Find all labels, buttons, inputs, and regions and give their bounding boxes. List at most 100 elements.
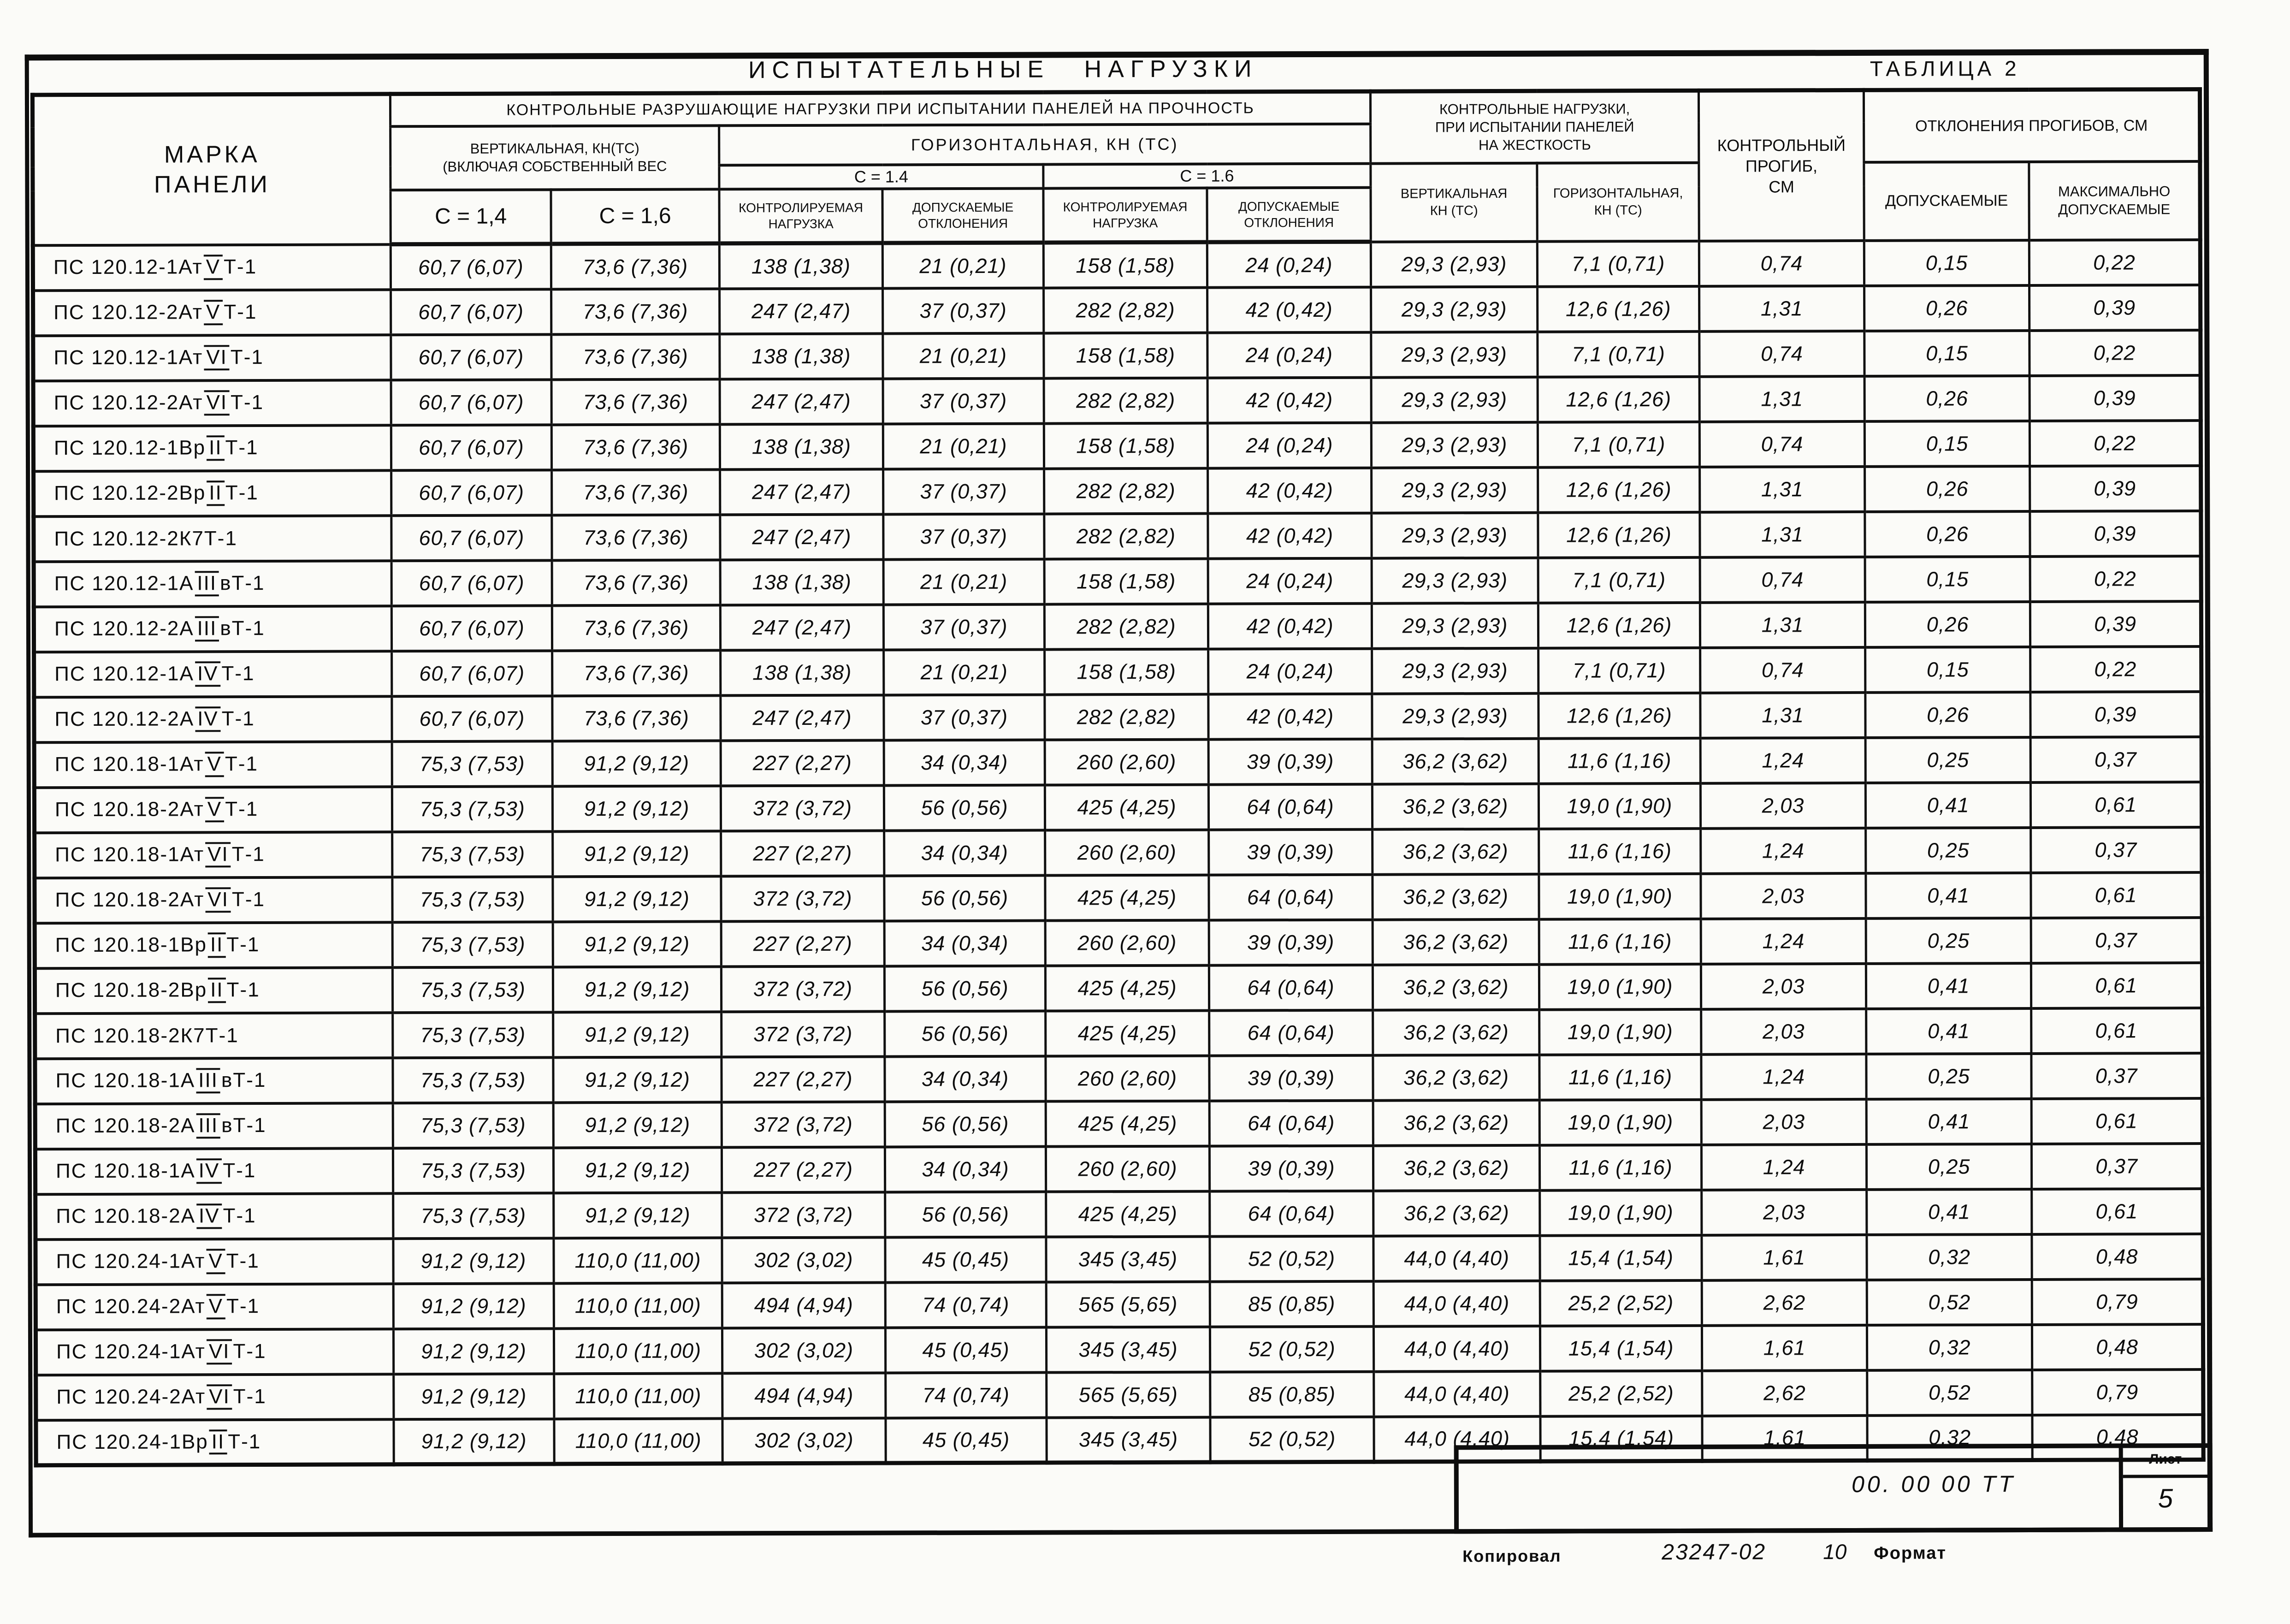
deviation-allowed-cell: 0,26 <box>1864 285 2030 331</box>
deviation-allowed-cell: 0,25 <box>1866 827 2031 873</box>
deviation-max-cell: 0,39 <box>2030 601 2201 647</box>
horizontal-c16-deviation-cell: 42 (0,42) <box>1208 603 1372 649</box>
control-deflection-cell: 0,74 <box>1700 647 1865 693</box>
column-group-deviations: ОТКЛОНЕНИЯ ПРОГИБОВ, СМ <box>1864 89 2200 162</box>
horizontal-c16-deviation-cell: 42 (0,42) <box>1208 513 1372 558</box>
deviation-max-cell: 0,37 <box>2030 736 2201 782</box>
deviation-max-cell: 0,61 <box>2031 962 2202 1008</box>
control-deflection-cell: 2,03 <box>1701 963 1866 1009</box>
deviation-max-cell: 0,22 <box>2029 240 2200 285</box>
stiffness-vertical-cell: 36,2 (3,62) <box>1373 874 1539 919</box>
panel-mark-suffix: Т-1 <box>225 753 258 775</box>
horizontal-c14-load-cell: 227 (2,27) <box>721 921 884 966</box>
vertical-c16-cell: 110,0 (11,00) <box>554 1418 722 1464</box>
stiffness-vertical-cell: 44,0 (4,40) <box>1373 1280 1540 1326</box>
horizontal-c16-deviation-cell: 24 (0,24) <box>1208 558 1372 604</box>
vertical-c14-cell: 75,3 (7,53) <box>392 831 553 877</box>
panel-mark-prefix: ПС 120.12-1Ат <box>53 256 203 279</box>
horizontal-c14-deviation-cell: 45 (0,45) <box>885 1327 1046 1373</box>
stiffness-horizontal-cell: 19,0 (1,90) <box>1539 1099 1701 1145</box>
stiffness-vertical-cell: 29,3 (2,93) <box>1372 512 1538 558</box>
horizontal-c14-load-cell: 372 (3,72) <box>721 785 884 831</box>
deviation-allowed-cell: 0,15 <box>1865 556 2030 602</box>
panel-mark-roman: VI <box>207 1340 232 1364</box>
column-group-strength: КОНТРОЛЬНЫЕ РАЗРУШАЮЩИЕ НАГРУЗКИ ПРИ ИСП… <box>390 91 1370 126</box>
horizontal-c14-load-cell: 494 (4,94) <box>722 1373 886 1418</box>
deviation-max-cell: 0,61 <box>2031 872 2202 918</box>
stamp-document-code: 00. 00 00 ТТ <box>1754 1470 2113 1498</box>
horizontal-c14-load-cell: 372 (3,72) <box>721 876 884 921</box>
panel-mark-roman: V <box>207 1294 226 1319</box>
deviation-allowed-cell: 0,41 <box>1866 872 2031 918</box>
control-deflection-cell: 1,24 <box>1701 828 1866 873</box>
control-deflection-cell: 1,61 <box>1702 1234 1867 1280</box>
vertical-c14-cell: 60,7 (6,07) <box>391 560 552 606</box>
vertical-c14-cell: 75,3 (7,53) <box>393 1057 553 1103</box>
horizontal-c16-load-cell: 425 (4,25) <box>1045 784 1208 830</box>
panel-mark-suffix: Т-1 <box>232 843 265 865</box>
control-deflection-cell: 0,74 <box>1699 421 1864 467</box>
stiffness-vertical-cell: 36,2 (3,62) <box>1373 829 1539 874</box>
stiffness-vertical-cell: 36,2 (3,62) <box>1372 738 1539 784</box>
horizontal-c14-deviation-cell: 34 (0,34) <box>885 1146 1046 1192</box>
vertical-c16-cell: 91,2 (9,12) <box>553 966 721 1012</box>
horizontal-c16-load-cell: 425 (4,25) <box>1045 965 1209 1011</box>
panel-mark-suffix: вТ-1 <box>220 617 265 640</box>
horizontal-c14-deviation-cell: 56 (0,56) <box>884 966 1045 1011</box>
horizontal-c14-load-cell: 372 (3,72) <box>722 1011 885 1057</box>
horizontal-c16-deviation-cell: 64 (0,64) <box>1209 874 1373 920</box>
horizontal-c14-deviation-cell: 37 (0,37) <box>883 604 1044 650</box>
panel-mark-suffix: Т-1 <box>227 978 260 1001</box>
panel-mark-suffix: Т-1 <box>233 1385 266 1408</box>
stiffness-vertical-cell: 36,2 (3,62) <box>1373 919 1539 965</box>
column-group-stiffness: КОНТРОЛЬНЫЕ НАГРУЗКИ, ПРИ ИСПЫТАНИИ ПАНЕ… <box>1370 90 1698 163</box>
vertical-c16-cell: 91,2 (9,12) <box>553 1012 722 1057</box>
horizontal-c14-deviation-cell: 56 (0,56) <box>884 785 1045 830</box>
column-header-controlled-load-c16: КОНТРОЛИРУЕМАЯ НАГРУЗКА <box>1043 188 1207 243</box>
stiffness-horizontal-cell: 11,6 (1,16) <box>1539 1144 1701 1190</box>
stiffness-horizontal-cell: 25,2 (2,52) <box>1540 1370 1702 1416</box>
horizontal-c14-deviation-cell: 37 (0,37) <box>883 378 1044 424</box>
column-header-c14-vertical: С = 1,4 <box>391 190 551 244</box>
vertical-c16-cell: 91,2 (9,12) <box>552 786 721 831</box>
horizontal-c14-load-cell: 372 (3,72) <box>722 1102 885 1147</box>
horizontal-c16-load-cell: 345 (3,45) <box>1046 1327 1210 1372</box>
deviation-max-cell: 0,79 <box>2032 1369 2203 1415</box>
deviation-allowed-cell: 0,41 <box>1867 1189 2032 1234</box>
panel-mark-roman: II <box>207 436 225 461</box>
panel-mark-suffix: Т-1 <box>231 391 264 414</box>
stiffness-horizontal-cell: 19,0 (1,90) <box>1540 1190 1702 1235</box>
stiffness-vertical-cell: 29,3 (2,93) <box>1372 467 1538 513</box>
horizontal-c16-deviation-cell: 52 (0,52) <box>1210 1417 1374 1462</box>
horizontal-c14-load-cell: 302 (3,02) <box>722 1418 886 1464</box>
deviation-allowed-cell: 0,25 <box>1866 1144 2031 1189</box>
subheader-c16: С = 1.6 <box>1043 163 1371 188</box>
table-row: ПС 120.18-2К7Т-1 75,3 (7,53) 91,2 (9,12)… <box>35 1008 2202 1058</box>
panel-mark-roman: III <box>196 1068 220 1093</box>
column-header-allowed-dev-c14: ДОПУСКАЕМЫЕ ОТКЛОНЕНИЯ <box>882 188 1043 243</box>
horizontal-c14-deviation-cell: 21 (0,21) <box>883 423 1044 469</box>
control-deflection-cell: 2,03 <box>1701 1099 1866 1144</box>
vertical-c14-cell: 75,3 (7,53) <box>392 741 552 787</box>
stiffness-vertical-cell: 44,0 (4,40) <box>1373 1235 1540 1281</box>
panel-mark-prefix: ПС 120.18-2Вр <box>55 979 207 1002</box>
panel-mark-suffix: вТ-1 <box>221 1069 266 1091</box>
horizontal-c16-load-cell: 425 (4,25) <box>1045 875 1209 920</box>
horizontal-c14-deviation-cell: 74 (0,74) <box>886 1372 1047 1418</box>
sheet-label: Лист <box>2123 1452 2208 1467</box>
vertical-c16-cell: 110,0 (11,00) <box>554 1328 722 1374</box>
panel-mark-suffix: Т-1 <box>231 346 264 368</box>
panel-mark-roman: VI <box>204 345 230 370</box>
panel-mark-prefix: ПС 120.12-1А <box>54 572 194 595</box>
